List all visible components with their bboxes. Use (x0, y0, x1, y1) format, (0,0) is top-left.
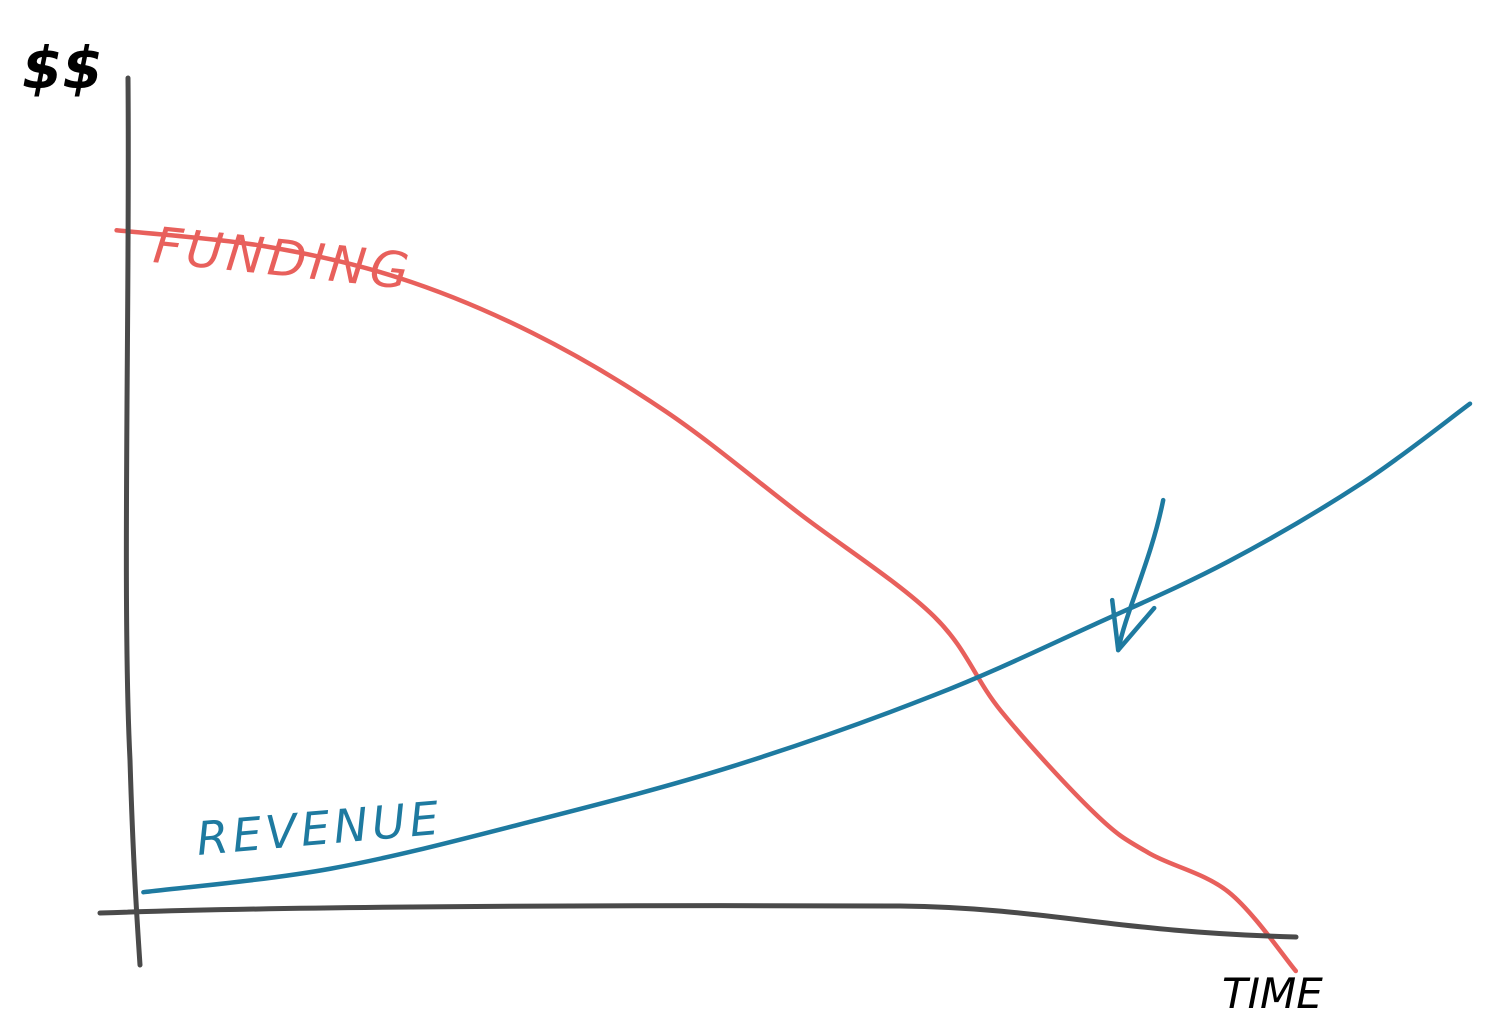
x-axis-label: TIME (1222, 969, 1323, 1018)
x-axis-line (97, 903, 1299, 940)
crossover-arrow-shaft (1115, 497, 1166, 653)
series-layer (114, 228, 1473, 974)
axes (97, 75, 1299, 968)
y-axis-label: $$ (22, 34, 103, 102)
funding-series-line (114, 228, 1299, 974)
revenue-series-line (141, 401, 1473, 895)
revenue-series-label: REVENUE (194, 791, 444, 866)
y-axis-line (123, 75, 143, 968)
funding-series-label: FUNDING (151, 216, 416, 301)
crossover-arrow-head (1109, 597, 1157, 653)
series-labels: FUNDING REVENUE (151, 216, 445, 866)
annotations (1109, 497, 1166, 653)
